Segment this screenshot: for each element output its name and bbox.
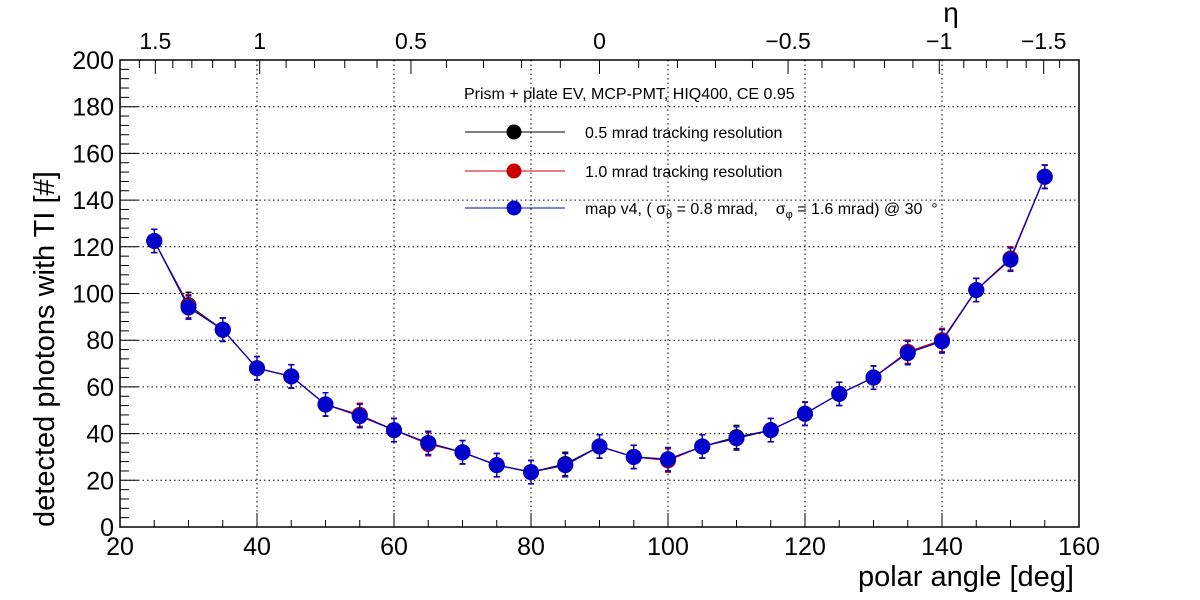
data-point (146, 232, 163, 249)
data-point (694, 438, 711, 455)
y-tick-label: 20 (86, 467, 114, 495)
legend-entry-1: 1.0 mrad tracking resolution (465, 163, 782, 181)
legend-entry-0: 0.5 mrad tracking resolution (465, 124, 782, 142)
data-point (523, 464, 539, 481)
data-point (180, 299, 197, 316)
x-tick-label: 140 (921, 533, 963, 561)
data-point (214, 321, 231, 338)
y-tick-label: 40 (86, 421, 114, 449)
data-point (351, 408, 368, 425)
y-tick-label: 140 (72, 187, 114, 215)
y-tick-label: 160 (72, 140, 114, 168)
y-tick-label: 100 (72, 281, 114, 309)
data-point (968, 281, 985, 298)
y-tick-label: 200 (72, 47, 114, 75)
x-tick-label: 60 (380, 533, 408, 561)
data-point (865, 369, 882, 386)
x-tick-label: 160 (1058, 533, 1100, 561)
eta-tick-label: 0.5 (395, 28, 427, 54)
data-point (762, 422, 779, 439)
x-axis-label: polar angle [deg] (858, 561, 1074, 593)
legend-label-2-part-2: = 0.8 mrad, σ (672, 201, 786, 218)
data-point (557, 457, 574, 474)
x-tick-label: 20 (106, 533, 134, 561)
legend-label-2-part-4: = 1.6 mrad) @ 30 ° (793, 201, 938, 218)
legend-label-1: 1.0 mrad tracking resolution (585, 164, 782, 181)
data-point (283, 368, 300, 385)
data-point (1036, 168, 1053, 185)
x-tick-label: 100 (647, 533, 689, 561)
legend-marker-0 (506, 124, 522, 140)
series-2 (146, 164, 1053, 485)
data-point (899, 345, 916, 362)
data-point (1002, 251, 1019, 268)
eta-tick-label: 0 (593, 28, 606, 54)
legend-label-2-sub-theta: θ (666, 209, 672, 221)
grid (120, 60, 1079, 527)
y-axis: 0 20 40 60 80 100 120 140 160 180 200 (72, 47, 138, 542)
data-point (420, 434, 437, 451)
data-point (934, 333, 950, 350)
data-point (591, 438, 608, 455)
data-point (728, 430, 745, 447)
data-point (625, 448, 642, 465)
eta-tick-label: 1.5 (139, 28, 171, 54)
eta-axis: 1.5 1 0.5 0 −0.5 −1 −1.5 (138, 28, 1066, 74)
data-point (454, 444, 471, 461)
y-tick-label: 80 (86, 327, 114, 355)
x-tick-label: 40 (243, 533, 271, 561)
data-point (488, 457, 505, 474)
data-point (660, 451, 676, 468)
y-tick-label: 180 (72, 94, 114, 122)
eta-axis-label: η (943, 0, 959, 28)
series-line (153, 176, 1046, 473)
x-tick-label: 120 (784, 533, 826, 561)
legend-label-2-sub-phi: φ (786, 209, 793, 221)
legend-label-2-part-0: map v4, ( σ (585, 201, 666, 218)
y-axis-label: detected photons with TI [#] (29, 171, 61, 527)
eta-tick-label: −0.5 (765, 28, 810, 54)
legend-marker-1 (506, 163, 522, 179)
y-tick-label: 120 (72, 234, 114, 262)
data-point (386, 422, 402, 439)
eta-tick-label: −1 (926, 28, 952, 54)
series-line (153, 176, 1046, 473)
eta-tick-label: 1 (253, 28, 266, 54)
series-layer (146, 164, 1053, 485)
y-tick-label: 0 (100, 514, 114, 542)
legend-entry-2: map v4, ( σθ = 0.8 mrad, σφ = 1.6 mrad) … (465, 200, 938, 221)
legend: Prism + plate EV, MCP-PMT, HIQ400, CE 0.… (464, 86, 938, 221)
eta-tick-label: −1.5 (1021, 28, 1066, 54)
x-tick-label: 80 (517, 533, 545, 561)
x-axis: 20 40 60 80 100 120 140 160 (106, 513, 1100, 561)
legend-label-2: map v4, ( σθ = 0.8 mrad, σφ = 1.6 mrad) … (585, 201, 938, 221)
legend-label-0: 0.5 mrad tracking resolution (585, 125, 782, 142)
legend-marker-2 (506, 200, 522, 216)
data-point (831, 385, 848, 402)
data-point (797, 405, 813, 422)
data-point (317, 396, 334, 413)
series-line (153, 176, 1046, 473)
data-point (249, 360, 265, 377)
legend-header: Prism + plate EV, MCP-PMT, HIQ400, CE 0.… (464, 86, 795, 103)
y-tick-label: 60 (86, 374, 114, 402)
